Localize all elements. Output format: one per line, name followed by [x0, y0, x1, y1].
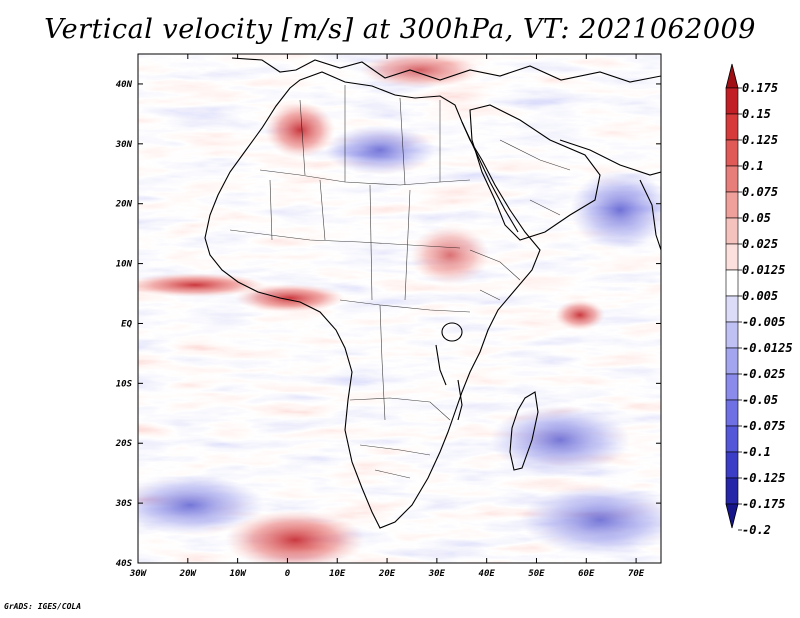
colorbar-label: 0.175	[742, 81, 778, 95]
colorbar-bin	[725, 477, 739, 505]
colorbar-bin	[725, 347, 739, 375]
velocity-field	[138, 54, 661, 563]
lon-tick-label: 10E	[329, 569, 346, 579]
persian-gulf-coast	[559, 139, 661, 176]
colorbar-min-arrow	[725, 503, 739, 529]
lake-victoria	[441, 322, 463, 342]
colorbar-label: 0.125	[742, 133, 778, 147]
colorbar-bin	[725, 295, 739, 323]
coastlines	[204, 57, 661, 529]
colorbar-bin	[725, 269, 739, 297]
colorbar-label: 0.15	[742, 107, 771, 121]
plot-frame	[137, 53, 662, 564]
lon-tick-label: 20E	[378, 569, 396, 579]
colorbar-label: 0.025	[742, 237, 778, 251]
colorbar-label: 0.1	[742, 159, 764, 173]
lon-tick-label: 50E	[528, 569, 545, 579]
lon-tick-label: 20W	[179, 569, 198, 579]
india-coastline	[639, 179, 661, 251]
colorbar-bin	[725, 191, 739, 219]
country-borders	[229, 85, 571, 479]
lat-tick-label: 20S	[115, 439, 133, 449]
colorbar-max-arrow	[725, 63, 739, 89]
colorbar-bin	[725, 113, 739, 141]
colorbar-bin	[725, 217, 739, 245]
colorbar-bin	[725, 373, 739, 401]
colorbar-bin	[725, 243, 739, 271]
colorbar-bin	[725, 451, 739, 479]
red-sea	[461, 121, 519, 233]
lon-tick-label: 30W	[129, 569, 148, 579]
colorbar-bin	[725, 165, 739, 193]
colorbar-label: 0.0125	[742, 263, 785, 277]
colorbar-bin	[725, 87, 739, 115]
lon-tick-label: 40E	[479, 569, 496, 579]
lat-tick-label: EQ	[121, 319, 132, 329]
colorbar-label: 0.075	[742, 185, 778, 199]
colorbar-bin	[725, 139, 739, 167]
lat-tick-label: 30N	[115, 140, 133, 150]
lon-tick-label: 60E	[578, 569, 595, 579]
lat-tick-label: 40S	[116, 559, 133, 569]
colorbar-label: -0.05	[742, 393, 778, 407]
lat-tick-label: 20N	[115, 200, 133, 210]
europe-coastline	[231, 57, 661, 83]
colorbar-label: 0.05	[742, 211, 771, 225]
colorbar-label: -0.175	[742, 497, 785, 511]
colorbar-label: 0.005	[742, 289, 778, 303]
colorbar-label: -0.2	[742, 523, 771, 537]
lat-tick-label: 40N	[116, 80, 133, 90]
colorbar-bin	[725, 321, 739, 349]
colorbar-label: -0.1	[742, 445, 771, 459]
chart-title: Vertical velocity [m/s] at 300hPa, VT: 2…	[44, 14, 756, 45]
colorbar-label: -0.075	[742, 419, 785, 433]
colorbar-label: -0.025	[742, 367, 785, 381]
latitude-axis: 40N 30N 20N 10N EQ 10S 20S 30S 40S	[115, 80, 661, 569]
rift-lakes	[435, 344, 463, 421]
lon-tick-label: 30E	[428, 569, 446, 579]
lat-tick-label: 30S	[115, 499, 133, 509]
arabia-coastline	[469, 104, 601, 241]
lon-tick-label: 10W	[229, 569, 247, 579]
longitude-axis: 30W 20W 10W 0 10E 20E 30E 40E 50E 60E 70E	[129, 54, 645, 579]
colorbar-bin	[725, 425, 739, 453]
colorbar-label: -0.005	[742, 315, 785, 329]
colorbar: 0.175 0.15 0.125 0.1 0.075 0.05 0.025 0.0125 0.0…	[725, 63, 793, 537]
lon-tick-label: 0	[285, 569, 291, 579]
lon-tick-label: 70E	[628, 569, 645, 579]
colorbar-bin	[725, 399, 739, 427]
colorbar-label: -0.125	[742, 471, 785, 485]
colorbar-label: -0.0125	[742, 341, 793, 355]
lat-tick-label: 10N	[116, 260, 133, 270]
grads-credit: GrADS: IGES/COLA	[4, 602, 82, 611]
lat-tick-label: 10S	[116, 379, 133, 389]
madagascar-coastline	[509, 391, 539, 471]
